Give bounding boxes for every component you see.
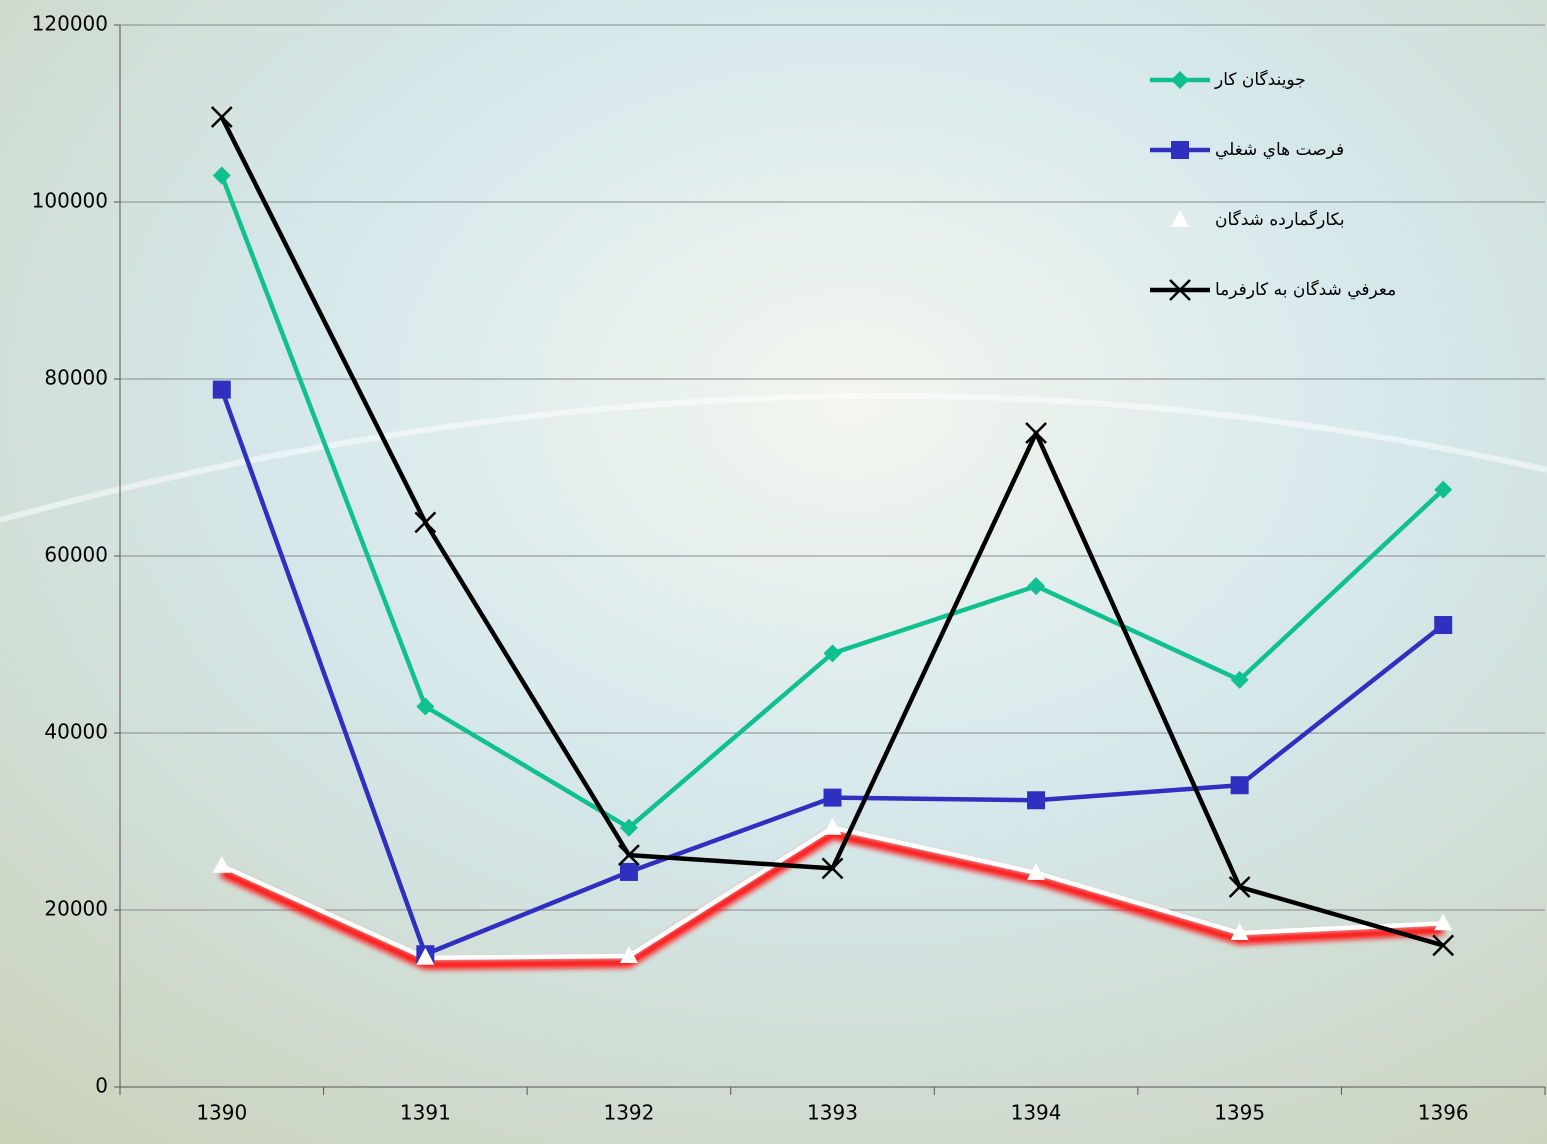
legend: جويندگان كار فرصت هاي شغلي بكارگمارده شدگا…	[1150, 69, 1396, 301]
marker	[1228, 876, 1251, 898]
marker	[1025, 422, 1047, 444]
plot: 0 20000 40000 60000 80000 100000 120000 1390 139…	[32, 12, 1546, 1125]
y-tick-label: 120000	[32, 12, 108, 36]
marker	[823, 817, 842, 835]
marker	[416, 697, 435, 716]
marker	[1027, 791, 1046, 810]
legend-label: بكارگمارده شدگان	[1215, 209, 1345, 230]
x-tick-label: 1391	[400, 1101, 451, 1125]
marker	[1171, 141, 1189, 159]
marker	[619, 818, 638, 837]
marker	[414, 511, 437, 534]
y-tick-label: 40000	[44, 720, 108, 744]
marker	[823, 644, 842, 663]
marker	[1169, 279, 1191, 301]
y-tick-label: 80000	[44, 366, 108, 390]
marker	[1171, 71, 1189, 89]
x-tick-label: 1392	[603, 1101, 654, 1125]
marker	[212, 166, 231, 185]
marker	[1171, 210, 1189, 227]
x-tick-label: 1395	[1214, 1101, 1265, 1125]
background-arc	[0, 392, 1547, 523]
legend-label: معرفي شدگان به كارفرما	[1215, 279, 1396, 300]
marker	[1434, 480, 1453, 499]
marker	[1434, 913, 1453, 931]
marker	[1027, 862, 1046, 880]
marker	[1230, 670, 1249, 689]
marker	[619, 862, 638, 881]
legend-label: فرصت هاي شغلي	[1215, 140, 1344, 160]
y-tick-label: 0	[95, 1074, 108, 1098]
marker	[619, 946, 638, 964]
marker	[212, 855, 231, 873]
marker	[1027, 577, 1046, 596]
y-tick-label: 60000	[44, 543, 108, 567]
marker	[1230, 776, 1249, 795]
legend-label: جويندگان كار	[1214, 69, 1306, 90]
marker	[210, 106, 233, 128]
x-tick-label: 1393	[807, 1101, 858, 1125]
marker	[1434, 616, 1453, 635]
marker	[1432, 934, 1455, 957]
marker	[821, 857, 844, 880]
x-tick-label: 1394	[1011, 1101, 1062, 1125]
marker	[1230, 923, 1249, 941]
marker	[618, 844, 640, 867]
y-tick-label: 20000	[44, 897, 108, 921]
marker	[416, 947, 435, 965]
y-tick-label: 100000	[32, 189, 108, 213]
x-tick-label: 1390	[196, 1101, 247, 1125]
x-tick-label: 1396	[1418, 1101, 1469, 1125]
marker	[212, 380, 231, 399]
marker	[823, 788, 842, 807]
